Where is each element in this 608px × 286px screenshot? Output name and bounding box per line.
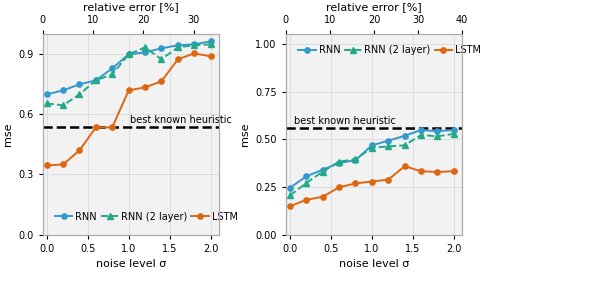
RNN (2 layer): [451, 132, 458, 136]
LSTM: [190, 51, 198, 55]
RNN (2 layer): [303, 181, 310, 185]
Y-axis label: mse: mse: [240, 123, 250, 146]
RNN: [286, 186, 294, 190]
LSTM: [174, 58, 181, 61]
LSTM: [418, 170, 425, 173]
RNN (2 layer): [109, 73, 116, 76]
RNN: [43, 93, 50, 96]
Legend: RNN, RNN (2 layer), LSTM: RNN, RNN (2 layer), LSTM: [51, 208, 241, 226]
Text: best known heuristic: best known heuristic: [130, 116, 232, 125]
Line: RNN: RNN: [44, 39, 213, 97]
RNN: [401, 134, 409, 138]
LSTM: [368, 180, 376, 183]
RNN (2 layer): [142, 45, 149, 49]
LSTM: [60, 163, 67, 166]
LSTM: [352, 182, 359, 185]
RNN (2 layer): [401, 144, 409, 147]
LSTM: [336, 186, 343, 189]
RNN: [385, 139, 392, 142]
LSTM: [319, 195, 326, 198]
RNN (2 layer): [418, 133, 425, 137]
Line: LSTM: LSTM: [44, 51, 213, 168]
RNN (2 layer): [190, 43, 198, 47]
RNN (2 layer): [352, 158, 359, 161]
LSTM: [385, 178, 392, 181]
Text: best known heuristic: best known heuristic: [294, 116, 396, 126]
RNN (2 layer): [434, 135, 441, 138]
LSTM: [401, 164, 409, 168]
RNN: [451, 128, 458, 132]
RNN: [319, 168, 326, 171]
LSTM: [142, 86, 149, 89]
RNN (2 layer): [336, 160, 343, 163]
LSTM: [158, 80, 165, 83]
Y-axis label: mse: mse: [2, 123, 13, 146]
RNN (2 layer): [125, 53, 133, 56]
RNN: [92, 79, 100, 82]
RNN (2 layer): [207, 43, 214, 46]
LSTM: [76, 149, 83, 152]
RNN (2 layer): [368, 146, 376, 150]
LSTM: [125, 89, 133, 92]
RNN: [190, 43, 198, 46]
RNN: [336, 161, 343, 165]
RNN: [352, 158, 359, 162]
LSTM: [92, 126, 100, 129]
RNN: [418, 128, 425, 132]
RNN (2 layer): [174, 45, 181, 49]
RNN: [125, 53, 133, 56]
RNN: [174, 43, 181, 47]
RNN: [76, 83, 83, 86]
RNN: [142, 51, 149, 54]
LSTM: [207, 55, 214, 58]
Line: LSTM: LSTM: [287, 164, 457, 209]
RNN: [109, 67, 116, 70]
RNN (2 layer): [60, 104, 67, 107]
LSTM: [434, 170, 441, 174]
Line: RNN (2 layer): RNN (2 layer): [44, 42, 213, 108]
LSTM: [303, 198, 310, 202]
RNN: [158, 47, 165, 50]
RNN: [303, 175, 310, 178]
RNN (2 layer): [286, 194, 294, 197]
RNN: [368, 144, 376, 147]
RNN (2 layer): [385, 145, 392, 148]
Line: RNN (2 layer): RNN (2 layer): [287, 131, 457, 198]
RNN (2 layer): [92, 79, 100, 82]
X-axis label: relative error [%]: relative error [%]: [326, 2, 422, 12]
RNN (2 layer): [43, 102, 50, 105]
Legend: RNN, RNN (2 layer), LSTM: RNN, RNN (2 layer), LSTM: [294, 41, 485, 59]
RNN (2 layer): [319, 170, 326, 173]
X-axis label: noise level σ: noise level σ: [339, 259, 409, 269]
LSTM: [286, 204, 294, 208]
RNN: [207, 39, 214, 43]
X-axis label: relative error [%]: relative error [%]: [83, 2, 179, 12]
LSTM: [43, 164, 50, 167]
RNN: [60, 89, 67, 92]
Line: RNN: RNN: [287, 127, 457, 190]
RNN (2 layer): [76, 93, 83, 96]
RNN (2 layer): [158, 58, 165, 61]
LSTM: [451, 170, 458, 173]
RNN: [434, 130, 441, 133]
LSTM: [109, 126, 116, 129]
X-axis label: noise level σ: noise level σ: [95, 259, 166, 269]
